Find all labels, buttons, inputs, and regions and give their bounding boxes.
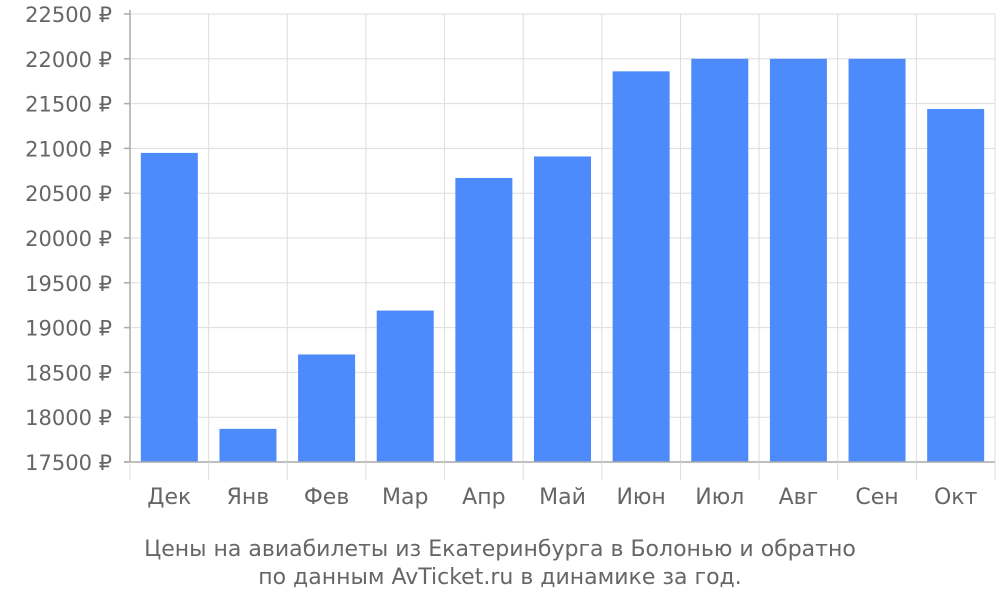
y-tick-label: 21500 ₽ xyxy=(25,93,112,117)
y-tick-label: 22000 ₽ xyxy=(25,48,112,72)
x-tick-label: Сен xyxy=(855,485,898,510)
y-tick-label: 20000 ₽ xyxy=(25,227,112,251)
bar-2 xyxy=(219,428,277,462)
axes xyxy=(124,10,996,480)
bar-3 xyxy=(298,354,356,462)
x-tick-label: Дек xyxy=(147,485,191,510)
bar-10 xyxy=(848,58,906,463)
x-tick-label: Июн xyxy=(616,485,665,510)
y-tick-label: 17500 ₽ xyxy=(25,451,112,475)
caption-line-1: Цены на авиабилеты из Екатеринбурга в Бо… xyxy=(144,537,856,562)
bar-9 xyxy=(769,58,827,463)
bar-8 xyxy=(691,58,749,463)
x-tick-label: Май xyxy=(539,485,586,510)
bar-6 xyxy=(534,156,591,463)
y-tick-labels: 22500 ₽ 22000 ₽ 21500 ₽ 21000 ₽ 20500 ₽ 20000… xyxy=(25,3,112,475)
y-tick-label: 19500 ₽ xyxy=(25,272,112,296)
bar-11 xyxy=(927,108,985,462)
chart-caption: Цены на авиабилеты из Екатеринбурга в Бо… xyxy=(144,537,856,590)
bar-7 xyxy=(612,71,670,463)
x-tick-label: Янв xyxy=(227,485,270,510)
bar-4 xyxy=(376,310,434,462)
bar-5 xyxy=(455,177,513,462)
y-tick-label: 19000 ₽ xyxy=(25,317,112,341)
x-tick-label: Фев xyxy=(304,485,349,510)
x-tick-labels: Дек Янв Фев Мар Апр Май Июн Июл Авг Сен Окт xyxy=(147,485,977,510)
y-tick-label: 22500 ₽ xyxy=(25,3,112,27)
x-tick-label: Апр xyxy=(462,485,505,510)
x-tick-label: Авг xyxy=(779,485,819,510)
y-tick-label: 18500 ₽ xyxy=(25,361,112,385)
y-tick-label: 21000 ₽ xyxy=(25,137,112,161)
x-tick-label: Окт xyxy=(934,485,978,510)
x-tick-label: Мар xyxy=(382,485,428,510)
caption-line-2: по данным AvTicket.ru в динамике за год. xyxy=(258,565,742,590)
bar-1 xyxy=(140,152,198,462)
y-tick-label: 18000 ₽ xyxy=(25,406,112,430)
x-tick-label: Июл xyxy=(695,485,744,510)
bars xyxy=(140,58,985,463)
y-tick-label: 20500 ₽ xyxy=(25,182,112,206)
